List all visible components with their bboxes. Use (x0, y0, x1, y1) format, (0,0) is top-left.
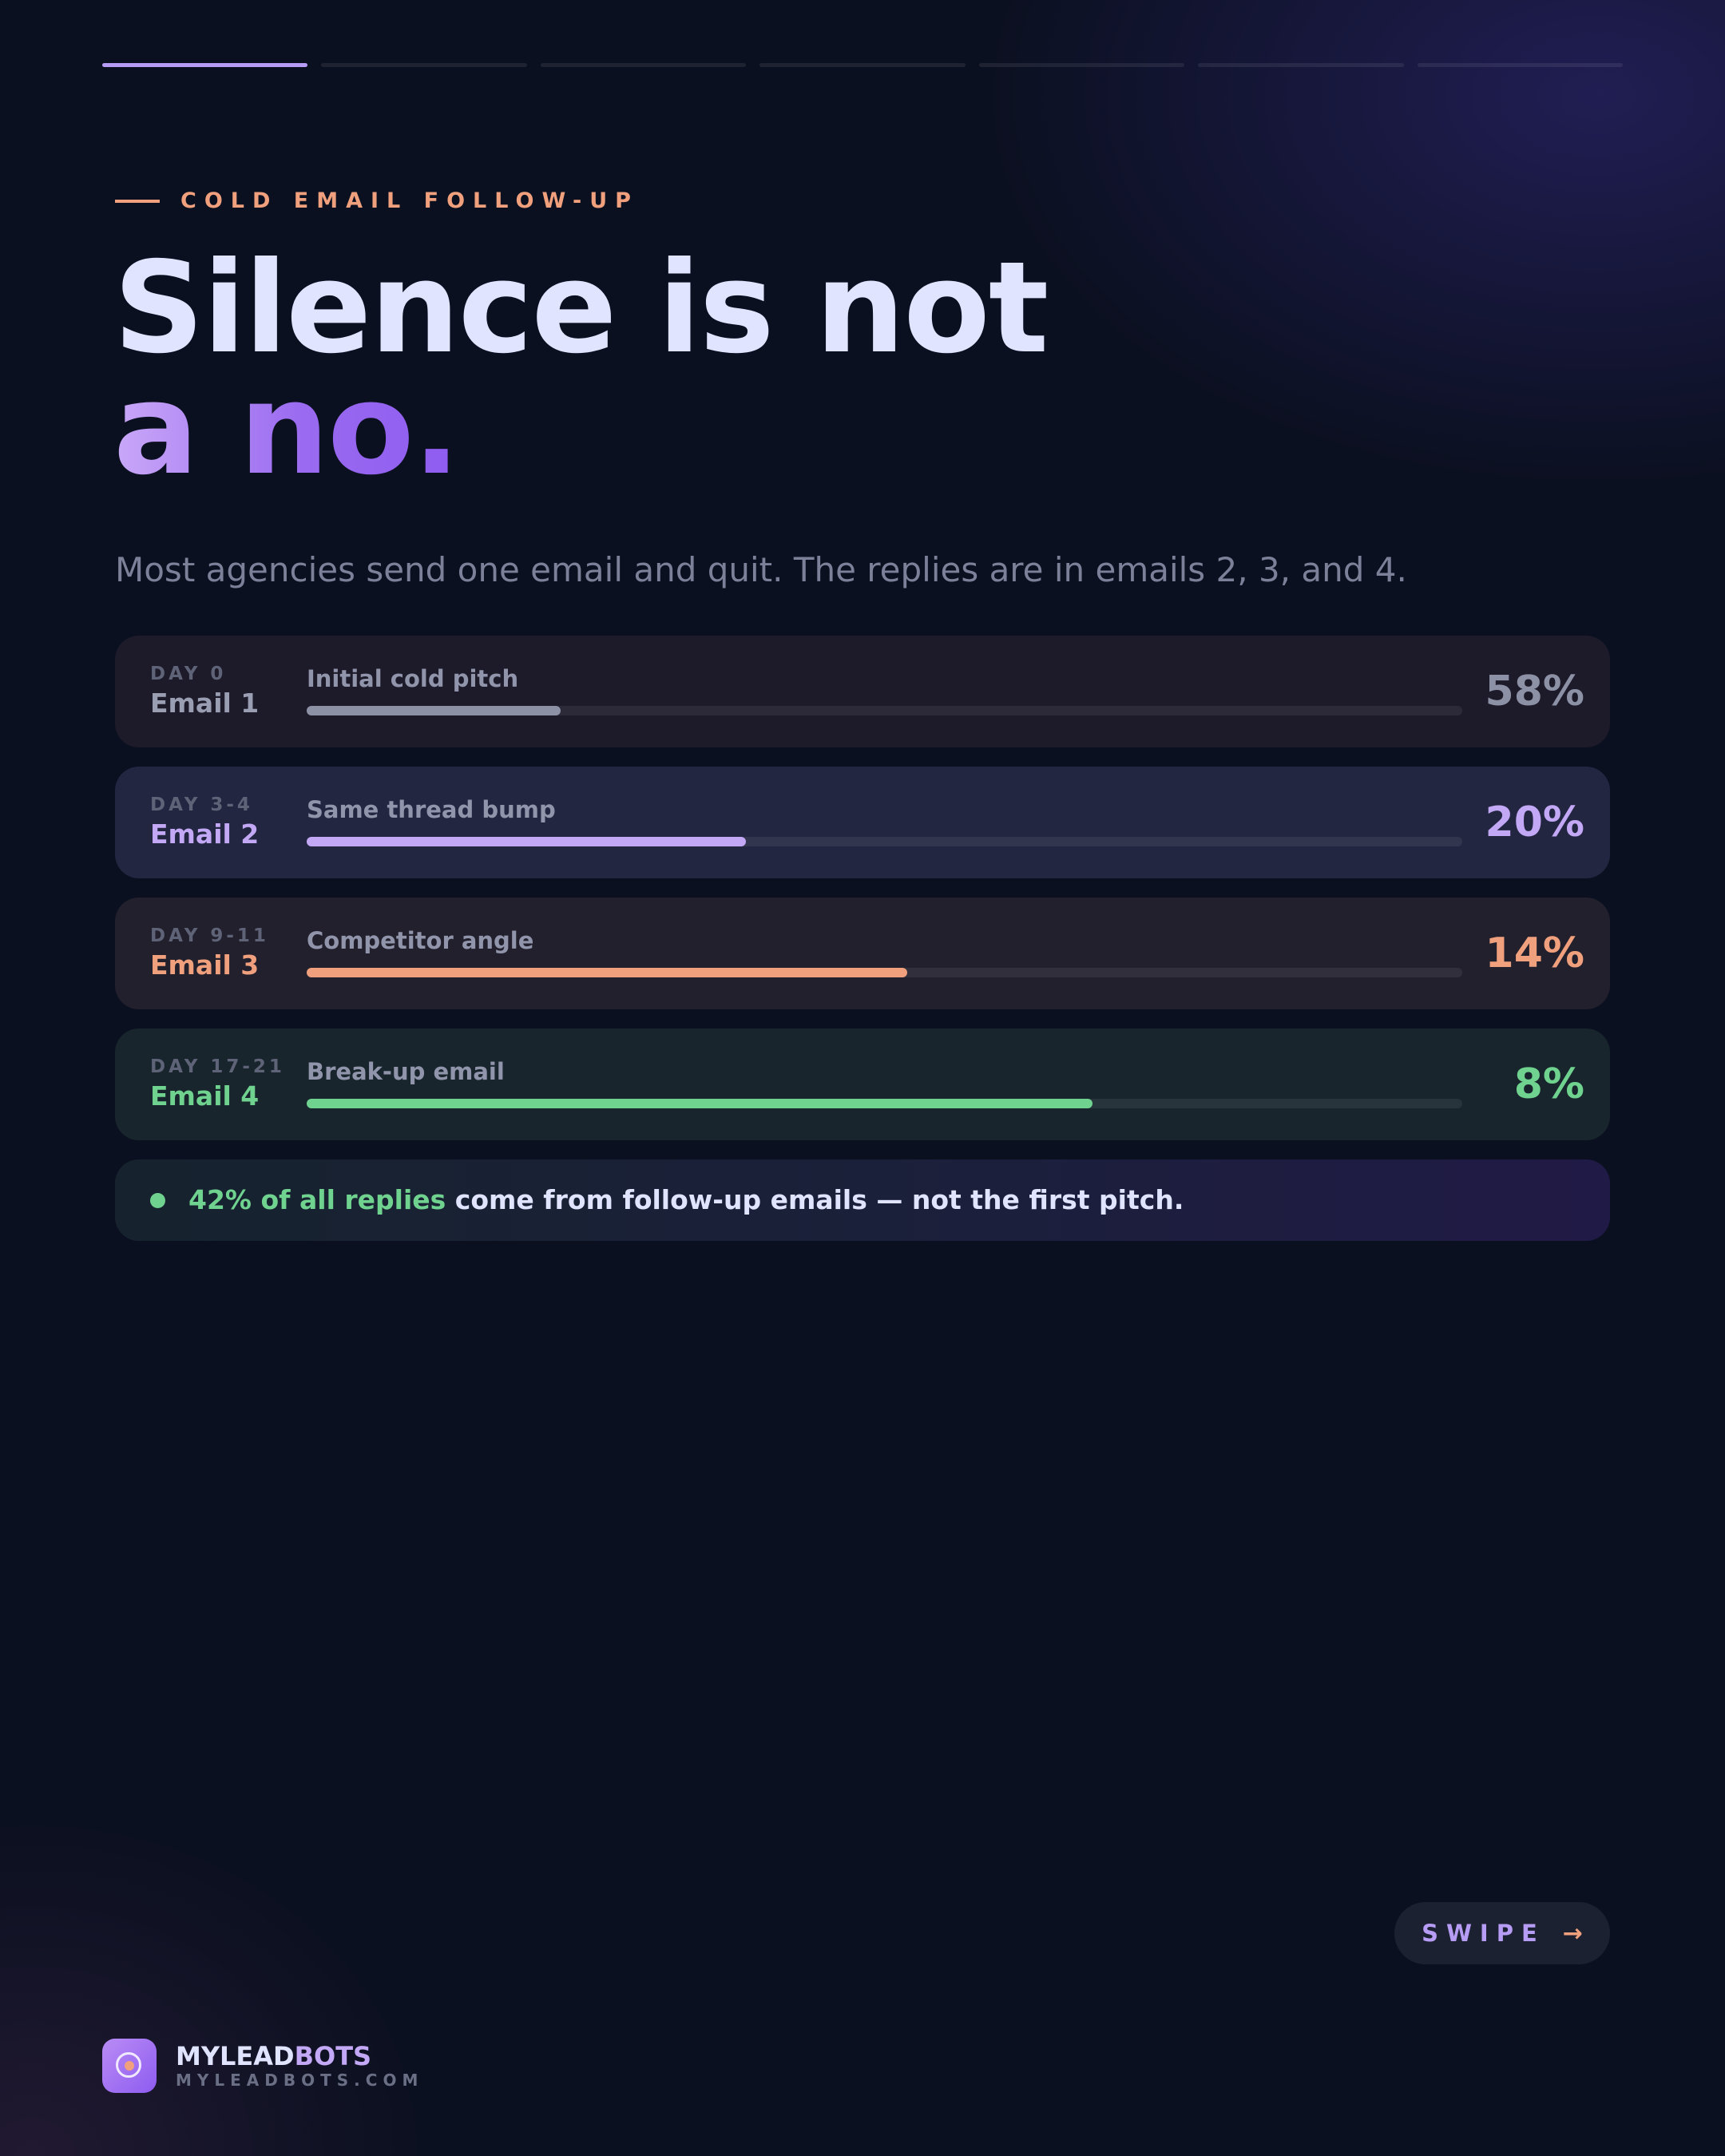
brand-name-part-1: MYLEAD (176, 2041, 295, 2071)
headline-line-2: a no. (113, 356, 461, 503)
eyebrow-text: COLD EMAIL FOLLOW-UP (180, 188, 639, 213)
progress-segment-5 (978, 63, 1185, 67)
email-bar-fill (307, 706, 561, 715)
email-label: Initial cold pitch (307, 665, 519, 692)
insight-rest: come from follow-up emails — not the fir… (446, 1184, 1184, 1215)
logo-ring (116, 2052, 141, 2078)
email-name: Email 3 (150, 949, 260, 981)
brand-name: MYLEADBOTS (176, 2042, 423, 2071)
insight-text: 42% of all replies come from follow-up e… (188, 1159, 1184, 1241)
email-bar-fill (307, 968, 908, 977)
email-row-3: DAY 9-11 Email 3 Competitor angle 14% (115, 898, 1610, 1009)
email-bar-fill (307, 837, 746, 846)
email-day: DAY 3-4 (150, 795, 253, 815)
brand-name-part-2: BOTS (294, 2041, 372, 2071)
email-percent: 8% (1513, 1060, 1584, 1108)
insight-highlight: 42% of all replies (188, 1184, 446, 1215)
slide-progress (102, 63, 1623, 68)
headline: Silence is not a no. (113, 235, 1049, 503)
email-bar-fill (307, 1099, 1092, 1108)
email-row-4: DAY 17-21 Email 4 Break-up email 8% (115, 1028, 1610, 1140)
progress-segment-3 (540, 63, 747, 67)
eyebrow: COLD EMAIL FOLLOW-UP (115, 188, 639, 214)
progress-segment-2 (321, 63, 527, 67)
brand: MYLEADBOTS MYLEADBOTS.COM (102, 2039, 423, 2093)
email-percent: 58% (1485, 668, 1584, 715)
logo-core (125, 2061, 134, 2071)
email-sequence-list: DAY 0 Email 1 Initial cold pitch 58% DAY… (115, 636, 1610, 1159)
email-day: DAY 17-21 (150, 1056, 285, 1077)
email-row-1: DAY 0 Email 1 Initial cold pitch 58% (115, 636, 1610, 747)
bullet-dot-icon (150, 1193, 165, 1208)
email-label: Break-up email (307, 1058, 505, 1085)
email-label: Same thread bump (307, 796, 556, 823)
swipe-button[interactable]: SWIPE → (1394, 1902, 1610, 1964)
progress-segment-6 (1198, 63, 1404, 67)
email-meta: DAY 9-11 Email 3 (150, 925, 294, 982)
progress-segment-7 (1417, 63, 1623, 67)
email-meta: DAY 0 Email 1 (150, 663, 294, 720)
email-row-2: DAY 3-4 Email 2 Same thread bump 20% (115, 767, 1610, 878)
email-label: Competitor angle (307, 927, 534, 954)
arrow-right-icon: → (1562, 1919, 1583, 1948)
email-details: Break-up email (307, 1057, 1462, 1108)
email-bar-track (307, 968, 1462, 977)
brand-url: MYLEADBOTS.COM (176, 2071, 424, 2090)
email-meta: DAY 3-4 Email 2 (150, 794, 294, 851)
brand-text: MYLEADBOTS MYLEADBOTS.COM (176, 2042, 423, 2090)
email-bar-track (307, 706, 1462, 715)
email-day: DAY 9-11 (150, 925, 269, 946)
headline-line-1: Silence is not (113, 235, 1049, 382)
progress-segment-4 (759, 63, 966, 67)
subtitle: Most agencies send one email and quit. T… (115, 550, 1407, 589)
email-details: Initial cold pitch (307, 664, 1462, 715)
swipe-label: SWIPE (1422, 1920, 1545, 1947)
email-percent: 14% (1485, 929, 1584, 977)
email-day: DAY 0 (150, 664, 227, 684)
email-meta: DAY 17-21 Email 4 (150, 1056, 294, 1113)
email-name: Email 4 (150, 1080, 260, 1112)
email-name: Email 2 (150, 818, 260, 850)
email-bar-track (307, 1099, 1462, 1108)
email-name: Email 1 (150, 688, 260, 719)
email-details: Competitor angle (307, 926, 1462, 977)
email-details: Same thread bump (307, 795, 1462, 846)
insight-callout: 42% of all replies come from follow-up e… (115, 1159, 1610, 1241)
target-icon (102, 2039, 157, 2093)
eyebrow-rule (115, 200, 160, 203)
email-bar-track (307, 837, 1462, 846)
email-percent: 20% (1485, 799, 1584, 846)
progress-segment-1 (102, 63, 308, 67)
